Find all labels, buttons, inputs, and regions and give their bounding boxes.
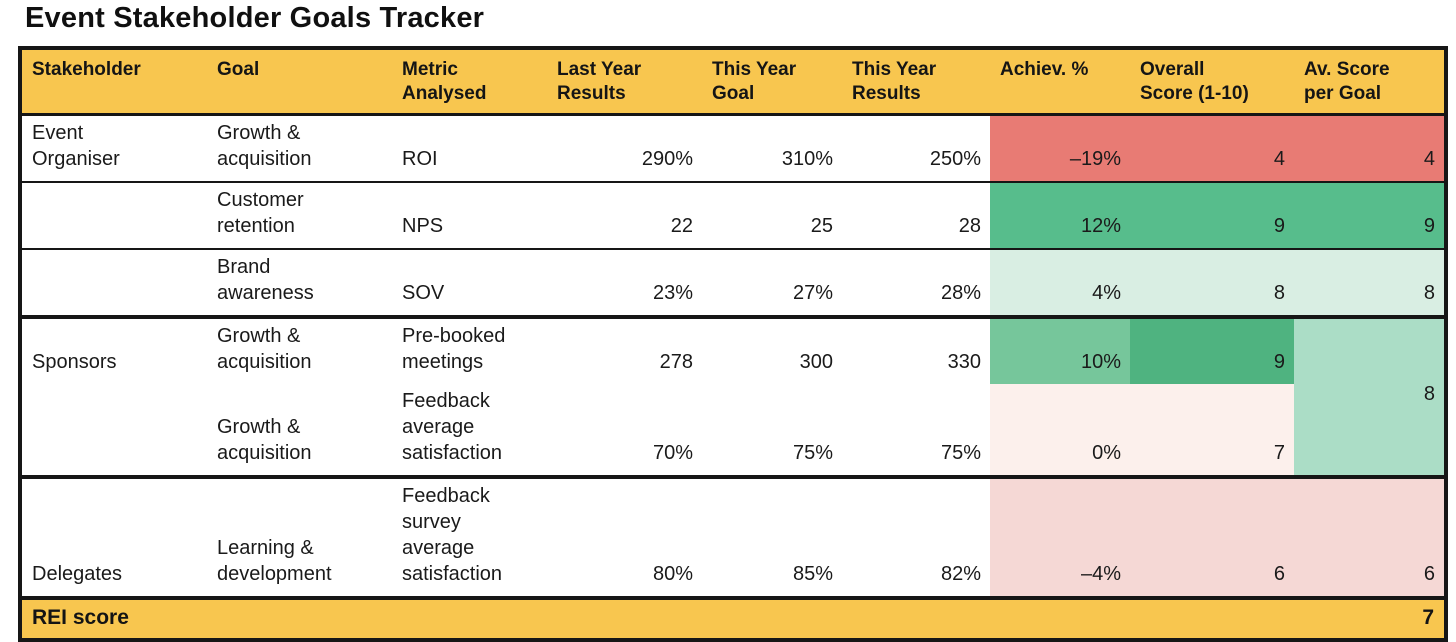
- cell-overall-score: 6: [1130, 476, 1294, 600]
- cell-last-year: 22: [547, 181, 702, 250]
- table-row-prebooked-meetings: Sponsors Growth & acquisition Pre-booked…: [20, 316, 1446, 479]
- cell-goal: Growth & acquisition: [217, 324, 312, 373]
- cell-last-year: 80%: [547, 476, 702, 600]
- col-header-this-year-results: This Year Results: [842, 48, 990, 116]
- cell-goal: Brand awareness: [207, 248, 392, 319]
- cell-metric: Pre-booked meetings: [402, 324, 506, 373]
- col-header-stakeholder: Stakeholder: [20, 48, 207, 116]
- cell-achievement: 4%: [990, 248, 1130, 319]
- cell-this-year-goal: 85%: [702, 476, 842, 600]
- col-header-goal: Goal: [207, 48, 392, 116]
- footer-row: REI score 7: [20, 595, 1446, 640]
- cell-overall-score: 9: [1130, 181, 1294, 250]
- goals-tracker-table: Stakeholder Goal Metric Analysed Last Ye…: [18, 46, 1448, 642]
- cell-stakeholder: [20, 383, 207, 479]
- rei-score-value: 7: [1294, 595, 1446, 640]
- cell-this-year-goal: 75%: [702, 383, 842, 479]
- cell-stakeholder: Delegates: [20, 476, 207, 600]
- cell-metric: Feedback average satisfaction: [392, 383, 547, 479]
- cell-last-year: 70%: [547, 383, 702, 479]
- page: Event Stakeholder Goals Tracker Stakehol…: [18, 2, 1448, 642]
- cell-overall-score: 4: [1130, 114, 1294, 183]
- table-row-feedback-survey: Delegates Learning & development Feedbac…: [20, 476, 1446, 600]
- table-row-sov: Brand awareness SOV 23% 27% 28% 4% 8 8: [20, 248, 1446, 319]
- cell-this-year-results: 75%: [842, 383, 990, 479]
- cell-metric: NPS: [392, 181, 547, 250]
- cell-last-year: 278: [659, 350, 693, 373]
- cell-metric: SOV: [392, 248, 547, 319]
- cell-achievement: 0%: [990, 383, 1130, 479]
- cell-metric: ROI: [392, 114, 547, 183]
- cell-overall-score: 9: [1130, 316, 1294, 384]
- cell-goal: Growth & acquisition: [207, 383, 392, 479]
- header-row: Stakeholder Goal Metric Analysed Last Ye…: [20, 48, 1446, 116]
- cell-this-year-goal: 310%: [702, 114, 842, 183]
- col-header-achievement: Achiev. %: [990, 48, 1130, 116]
- col-header-av-score: Av. Score per Goal: [1294, 48, 1446, 116]
- col-header-overall-score: Overall Score (1-10): [1130, 48, 1294, 116]
- table-row-roi: Event Organiser Growth & acquisition ROI…: [20, 114, 1446, 183]
- cell-this-year-goal: 25: [702, 181, 842, 250]
- cell-overall-score: 7: [1130, 383, 1294, 479]
- cell-this-year-results: 28%: [842, 248, 990, 319]
- cell-metric: Feedback survey average satisfaction: [392, 476, 547, 600]
- cell-stakeholder: [20, 248, 207, 319]
- cell-this-year-results: 330: [947, 350, 981, 373]
- cell-stakeholder: Sponsors: [32, 350, 117, 373]
- cell-goal: Growth & acquisition: [207, 114, 392, 183]
- cell-achievement: 10%: [990, 316, 1130, 384]
- cell-achievement: –4%: [990, 476, 1130, 600]
- cell-av-score: 6: [1294, 476, 1446, 600]
- table-row-nps: Customer retention NPS 22 25 28 12% 9 9: [20, 181, 1446, 250]
- col-header-last-year: Last Year Results: [547, 48, 702, 116]
- cell-goal: Learning & development: [207, 476, 392, 600]
- cell-last-year: 290%: [547, 114, 702, 183]
- cell-this-year-results: 250%: [842, 114, 990, 183]
- page-title: Event Stakeholder Goals Tracker: [25, 2, 485, 34]
- cell-this-year-goal: 27%: [702, 248, 842, 319]
- rei-score-label: REI score: [20, 595, 1294, 640]
- cell-av-score: 8: [1294, 248, 1446, 319]
- table-row-feedback-satisfaction: Growth & acquisition Feedback average sa…: [20, 383, 1446, 479]
- cell-this-year-results: 82%: [842, 476, 990, 600]
- cell-achievement: 12%: [990, 181, 1130, 250]
- cell-this-year-results: 28: [842, 181, 990, 250]
- cell-av-score: 4: [1294, 114, 1446, 183]
- col-header-this-year-goal: This Year Goal: [702, 48, 842, 116]
- cell-stakeholder: Event Organiser: [20, 114, 207, 183]
- cell-av-score: 9: [1294, 181, 1446, 250]
- cell-achievement: –19%: [990, 114, 1130, 183]
- cell-last-year: 23%: [547, 248, 702, 319]
- col-header-metric: Metric Analysed: [392, 48, 547, 116]
- cell-overall-score: 8: [1130, 248, 1294, 319]
- cell-this-year-goal: 300: [799, 350, 833, 373]
- cell-av-score-merged: 8: [1294, 316, 1446, 479]
- cell-goal: Customer retention: [207, 181, 392, 250]
- cell-stakeholder: [20, 181, 207, 250]
